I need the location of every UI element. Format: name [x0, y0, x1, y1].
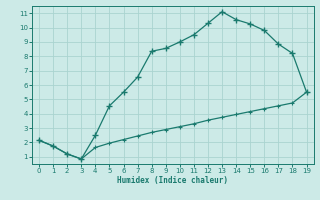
X-axis label: Humidex (Indice chaleur): Humidex (Indice chaleur) [117, 176, 228, 185]
